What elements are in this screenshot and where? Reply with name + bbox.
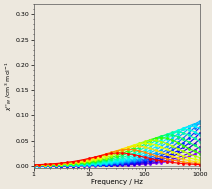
Y-axis label: $\chi$''$_M$ /cm$^3$ mol$^{-1}$: $\chi$''$_M$ /cm$^3$ mol$^{-1}$ [4, 61, 14, 111]
X-axis label: Frequency / Hz: Frequency / Hz [91, 179, 143, 185]
